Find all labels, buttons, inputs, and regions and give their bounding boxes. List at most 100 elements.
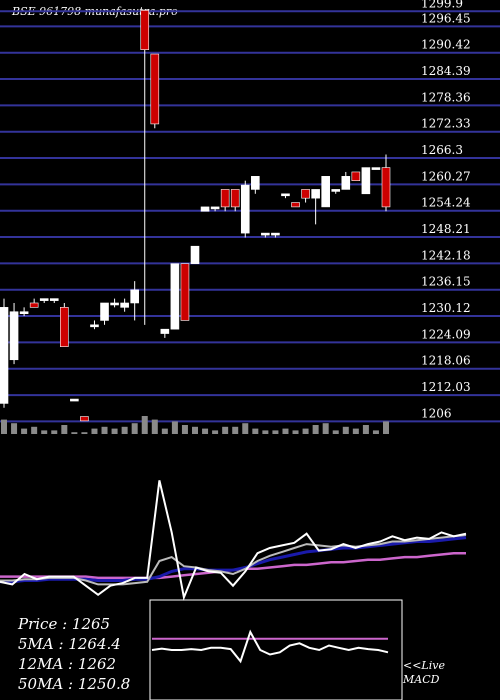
candle-body xyxy=(90,324,99,328)
volume-bar xyxy=(41,430,48,434)
candle-body xyxy=(120,302,129,308)
candle-body xyxy=(220,189,230,208)
volume-bar xyxy=(282,428,289,434)
volume-bar xyxy=(302,428,309,434)
candles xyxy=(0,10,391,434)
candle-body xyxy=(311,189,320,199)
candle-body xyxy=(240,184,250,234)
candle-body xyxy=(341,176,351,190)
y-tick-label: 1296.45 xyxy=(421,11,471,25)
y-tick-label: 1212.03 xyxy=(421,380,471,394)
y-tick-label: 1278.36 xyxy=(421,90,471,104)
volume-bar xyxy=(322,423,329,434)
summary-row: 50MA : 1250.8 xyxy=(18,675,130,693)
y-tick-label: 1254.24 xyxy=(421,196,471,210)
y-tick-label: 1230.12 xyxy=(421,301,471,315)
volume-bar xyxy=(151,419,158,434)
y-tick-label: 1260.27 xyxy=(421,169,471,183)
candle-body xyxy=(140,10,150,50)
volume-bar xyxy=(342,426,349,434)
candle-body xyxy=(200,206,210,212)
macd-panel-border xyxy=(149,599,403,700)
candle-body xyxy=(180,263,190,321)
candle-body xyxy=(39,298,49,301)
macd-label-live: <<Live xyxy=(403,659,445,672)
y-tick-label: 1224.09 xyxy=(421,327,471,341)
y-tick-label: 1299.9 xyxy=(421,0,463,10)
volume-bar xyxy=(161,428,168,434)
y-tick-label: 1266.3 xyxy=(421,143,463,157)
volume-bar xyxy=(81,432,88,434)
volume-bar xyxy=(1,419,7,434)
candle-body xyxy=(271,232,280,236)
y-tick-label: 1236.15 xyxy=(421,275,471,289)
volume-bar xyxy=(312,425,319,434)
candle-body xyxy=(19,311,29,315)
candle-body xyxy=(100,302,109,321)
volume-bar xyxy=(11,423,18,434)
candle-body xyxy=(331,189,341,192)
candle-body xyxy=(110,302,119,306)
candle-body xyxy=(321,176,330,208)
candle-body xyxy=(301,189,310,199)
candle-body xyxy=(60,307,69,347)
summary-row: 5MA : 1264.4 xyxy=(18,635,121,653)
candle-body xyxy=(29,302,39,308)
volume-bar xyxy=(332,430,339,434)
volume-bar xyxy=(21,428,28,434)
volume-bar xyxy=(71,432,78,434)
volume-bar xyxy=(141,416,148,434)
candle-body xyxy=(130,289,139,304)
y-tick-label: 1272.33 xyxy=(421,117,471,131)
volume-bar xyxy=(372,430,379,434)
y-tick-label: 1284.39 xyxy=(421,64,471,78)
oscillator-line xyxy=(0,480,467,601)
oscillator-line xyxy=(0,536,467,584)
volume-bar xyxy=(61,425,68,434)
candle-body xyxy=(70,398,79,402)
volume-bar xyxy=(222,426,229,434)
candle-body xyxy=(371,167,381,170)
y-tick-label: 1206 xyxy=(421,406,452,420)
volume-bar xyxy=(232,426,239,434)
volume-bar xyxy=(171,421,178,434)
volume-bar xyxy=(352,428,359,434)
price-grid xyxy=(0,10,500,423)
candle-body xyxy=(49,298,59,301)
volume-bar xyxy=(51,430,58,434)
y-tick-label: 1242.18 xyxy=(421,248,471,262)
candle-body xyxy=(361,167,371,195)
candle-body xyxy=(190,245,200,264)
volume-bar xyxy=(272,430,279,434)
candle-body xyxy=(261,232,270,236)
candle-body xyxy=(170,263,180,330)
candle-body xyxy=(381,167,391,208)
volume-bar xyxy=(131,423,138,434)
y-tick-label: 1290.42 xyxy=(421,38,471,52)
y-tick-label: 1218.06 xyxy=(421,354,471,368)
volume-bar xyxy=(383,421,389,434)
volume-bar xyxy=(101,426,108,434)
volume-bar xyxy=(91,428,98,434)
volume-bar xyxy=(181,425,188,434)
macd-label-macd: MACD xyxy=(402,673,440,686)
volume-bar xyxy=(242,423,249,434)
candle-body xyxy=(9,311,19,361)
candle-body xyxy=(230,189,240,208)
candle-body xyxy=(160,328,170,334)
candle-body xyxy=(80,416,89,422)
macd-panel xyxy=(151,629,389,664)
candle-body xyxy=(351,171,361,181)
candle-body xyxy=(251,176,260,190)
volume-bar xyxy=(292,430,299,434)
candle-body xyxy=(0,307,9,404)
y-tick-label: 1248.21 xyxy=(421,222,471,236)
volume-bar xyxy=(31,426,38,434)
candle-body xyxy=(291,202,300,208)
volume-bar xyxy=(252,428,259,434)
volume-bar xyxy=(212,430,219,434)
volume-bar xyxy=(192,426,198,434)
candle-body xyxy=(210,206,220,210)
